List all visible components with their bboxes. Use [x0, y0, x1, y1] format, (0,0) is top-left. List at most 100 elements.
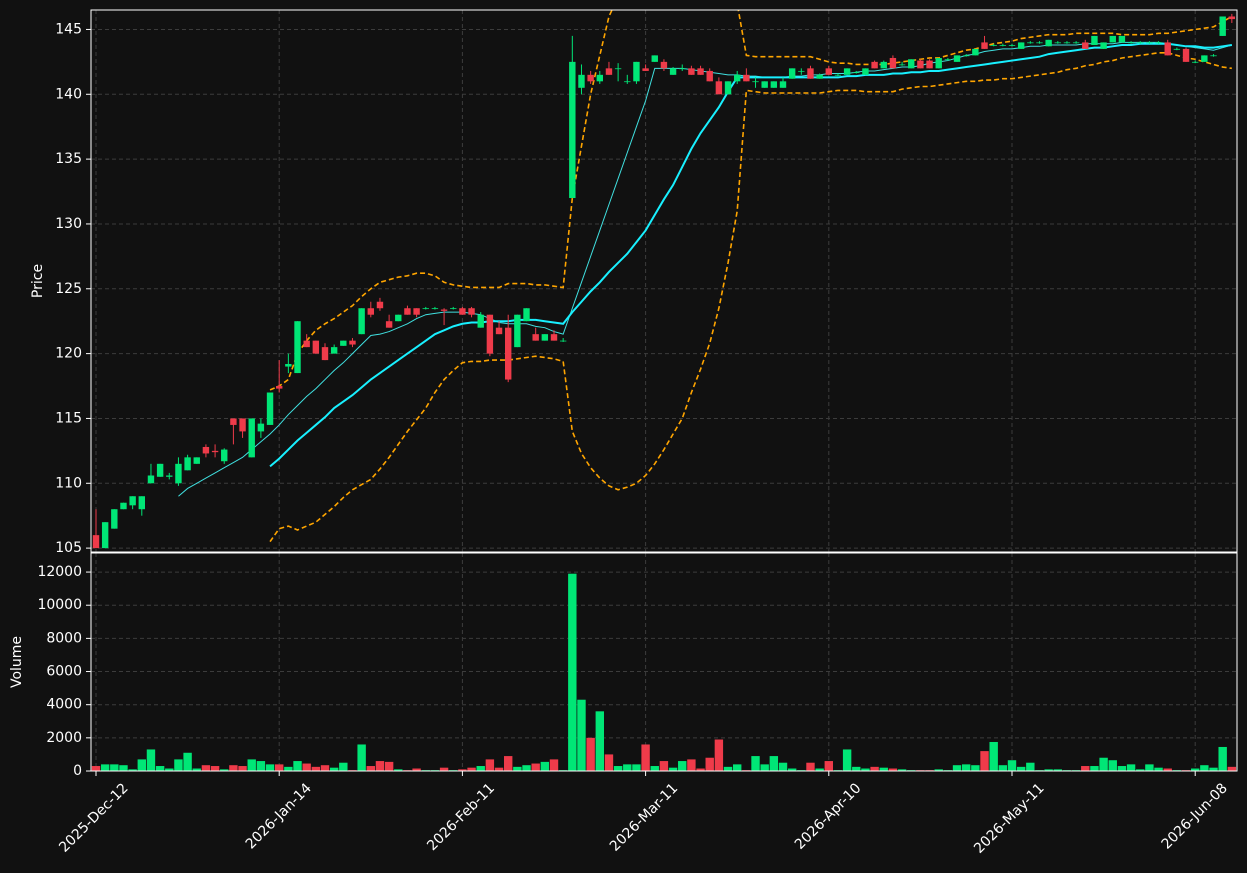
- candle-body: [340, 340, 347, 346]
- candle-body: [111, 509, 118, 529]
- y-tick-label: 2000: [46, 730, 82, 746]
- volume-bar: [980, 751, 989, 771]
- candle-body: [101, 522, 109, 549]
- volume-bar: [678, 761, 687, 771]
- volume-bar: [1044, 769, 1053, 771]
- candle-body: [990, 45, 997, 46]
- volume-bar: [220, 769, 229, 771]
- plot-frame: [90, 552, 1238, 772]
- candle-body: [129, 496, 136, 506]
- volume-bar: [229, 765, 238, 771]
- candle-body: [175, 463, 182, 484]
- candle-body: [1127, 42, 1135, 44]
- candle-body: [889, 57, 897, 69]
- volume-bar: [467, 767, 476, 771]
- candle-body: [999, 45, 1007, 46]
- candle-body: [816, 74, 823, 79]
- candle-body: [825, 68, 832, 75]
- candle-body: [788, 68, 796, 79]
- candle-body: [779, 81, 787, 88]
- candle-body: [596, 74, 603, 82]
- candle-body: [459, 308, 466, 315]
- volume-bar: [210, 766, 220, 771]
- volume-bar: [879, 767, 888, 771]
- volume-bar: [687, 759, 696, 771]
- volume-bar: [971, 765, 980, 771]
- volume-bar: [1090, 766, 1099, 771]
- candle-body: [1036, 42, 1043, 44]
- candle-body: [431, 308, 439, 310]
- volume-bar: [641, 744, 650, 771]
- candle-body: [330, 347, 338, 354]
- candle-body: [679, 68, 686, 70]
- volume-bar: [778, 762, 788, 771]
- candle-body: [1054, 42, 1061, 44]
- volume-bar: [613, 766, 623, 771]
- volume-bar: [91, 766, 101, 771]
- y-tick-label: 10000: [37, 597, 82, 613]
- volume-bar: [934, 769, 943, 771]
- volume-bar: [119, 765, 128, 771]
- candle-body: [1137, 42, 1144, 44]
- candle-body: [605, 68, 613, 75]
- volume-bar: [623, 764, 632, 771]
- candle-body: [221, 449, 228, 462]
- volume-bar: [751, 756, 760, 771]
- volume-bar: [604, 754, 614, 771]
- candle-body: [871, 61, 878, 69]
- volume-bar: [494, 767, 504, 771]
- candle-body: [505, 327, 512, 380]
- volume-bar: [256, 761, 266, 771]
- candle-body: [184, 457, 191, 471]
- volume-bar: [1016, 766, 1026, 771]
- volume-bar: [888, 768, 898, 771]
- candle-body: [514, 314, 521, 348]
- candle-body: [898, 64, 906, 66]
- volume-bar: [412, 768, 421, 771]
- candle-body: [120, 502, 127, 510]
- candle-body: [156, 463, 164, 477]
- candle-body: [807, 68, 814, 79]
- volume-bar: [577, 699, 586, 771]
- volume-bar: [183, 752, 192, 771]
- candle-body: [559, 340, 567, 342]
- candle-body: [239, 418, 246, 432]
- volume-bar: [238, 766, 247, 771]
- y-tick-label: 140: [55, 86, 82, 102]
- y-tick-label: 6000: [46, 664, 82, 680]
- volume-bar: [1200, 765, 1209, 771]
- volume-bar: [504, 756, 513, 771]
- volume-bar: [531, 763, 540, 771]
- volume-bar: [1081, 766, 1090, 771]
- candle-body: [257, 423, 265, 432]
- volume-bar: [137, 759, 146, 771]
- candle-body: [706, 70, 713, 82]
- y-tick-label: 120: [55, 346, 82, 362]
- candle-body: [1210, 55, 1217, 57]
- y-axis-label: Volume: [9, 636, 25, 688]
- candle-body: [981, 42, 988, 49]
- candle-body: [1017, 42, 1025, 49]
- candle-body: [569, 61, 576, 199]
- candle-body: [532, 334, 539, 341]
- volume-bar: [1007, 760, 1017, 771]
- volume-bar: [146, 749, 156, 771]
- volume-bar: [320, 765, 330, 771]
- candle-body: [1072, 42, 1080, 44]
- volume-bar: [357, 744, 366, 771]
- candle-body: [688, 68, 695, 75]
- candle-body: [1091, 35, 1098, 46]
- candle-body: [248, 418, 255, 458]
- volume-bar: [265, 764, 275, 771]
- candle-body: [715, 81, 723, 95]
- candle-body: [880, 61, 887, 69]
- candle-body: [651, 55, 658, 62]
- candle-body: [166, 475, 173, 477]
- candle-body: [743, 74, 750, 82]
- volume-bar: [439, 767, 449, 771]
- volume-bar: [174, 759, 183, 771]
- candle-body: [1109, 35, 1116, 43]
- volume-bar: [870, 766, 879, 771]
- candle-body: [1155, 42, 1162, 44]
